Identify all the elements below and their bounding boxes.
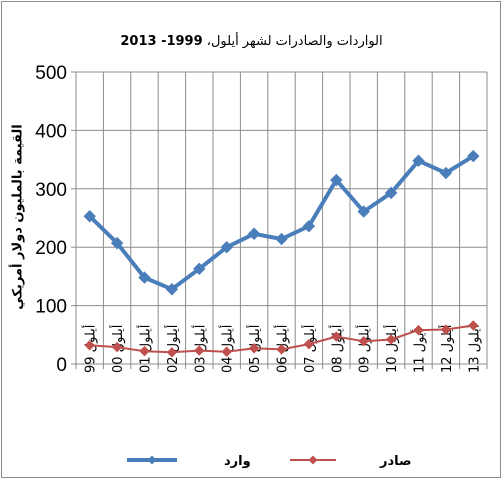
data-point — [357, 205, 370, 218]
data-point — [193, 262, 206, 276]
x-tick-label: أيلول 10 — [383, 325, 400, 373]
data-point — [385, 334, 397, 345]
data-point — [248, 343, 260, 354]
x-tick-label: أيلول 09 — [356, 325, 373, 373]
chart-title: الواردات والصادرات لشهر أيلول، 1999- 201… — [0, 34, 503, 49]
x-tick-label: أيلول 12 — [438, 325, 455, 373]
data-point — [138, 271, 151, 284]
data-point — [467, 149, 480, 163]
data-point — [412, 154, 425, 167]
data-point — [440, 324, 452, 335]
data-point — [221, 346, 232, 357]
data-point — [110, 236, 124, 250]
legend-label-0: وارد — [224, 454, 251, 469]
y-tick-label: 400 — [35, 121, 67, 142]
y-tick-label: 0 — [56, 355, 67, 376]
data-point — [302, 219, 316, 233]
data-point — [166, 347, 178, 358]
data-point — [247, 227, 261, 240]
data-point — [139, 345, 150, 357]
y-tick-label: 200 — [35, 238, 67, 259]
y-tick-label: 100 — [35, 297, 67, 318]
data-point — [439, 166, 453, 180]
data-point — [330, 173, 343, 187]
legend-label-1: صادر — [379, 454, 412, 469]
x-tick-label: أيلول 13 — [465, 325, 482, 373]
data-point — [83, 210, 96, 223]
chart-title-text: الواردات والصادرات لشهر أيلول، — [202, 34, 383, 49]
y-tick-label: 500 — [35, 63, 67, 84]
data-point — [331, 331, 342, 342]
legend-marker-0 — [147, 455, 157, 465]
chart-title-years: 1999- 2013 — [120, 34, 203, 49]
plot-area — [76, 72, 487, 364]
data-point — [84, 340, 95, 351]
data-point — [358, 336, 369, 347]
data-point — [413, 324, 424, 336]
y-tick-label: 300 — [35, 180, 67, 201]
data-point — [165, 283, 179, 296]
legend-marker-1 — [308, 455, 318, 465]
data-point — [276, 344, 287, 355]
data-point — [194, 345, 205, 356]
data-point — [220, 240, 233, 254]
data-point — [275, 232, 288, 246]
data-point — [468, 320, 479, 331]
data-point — [111, 341, 123, 353]
data-point — [384, 186, 398, 200]
x-tick-label: أيول 11 — [411, 329, 428, 373]
data-point — [303, 338, 315, 350]
